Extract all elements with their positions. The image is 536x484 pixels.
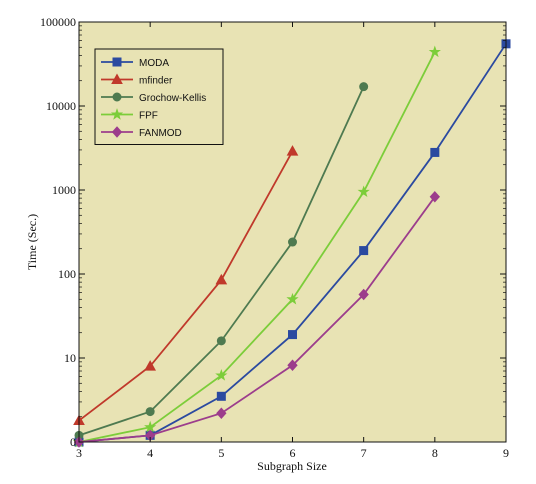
series-fanmod	[73, 191, 441, 448]
legend-entry-fanmod: FANMOD	[101, 126, 182, 139]
series-grochow-kellis	[74, 82, 369, 440]
x-tick-label: 8	[432, 446, 438, 460]
legend-label-mfinder: mfinder	[139, 76, 173, 87]
legend-entry-mfinder: mfinder	[101, 73, 173, 87]
data-point-fpf	[428, 45, 441, 58]
legend-label-grochow-kellis: Grochow-Kellis	[139, 93, 206, 104]
data-point-grochow-kellis	[145, 407, 155, 417]
legend-marker-fpf	[110, 108, 124, 120]
series-fpf	[72, 45, 441, 448]
legend-label-fpf: FPF	[139, 111, 158, 122]
data-point-fpf	[215, 369, 228, 381]
data-point-mfinder	[144, 360, 157, 371]
axes: 3 4 5 6 7 8 9 0 10 100 1000 10000 100000	[40, 15, 509, 460]
series-line-mfinder	[78, 150, 294, 422]
legend-marker-fanmod	[111, 126, 123, 138]
data-point-moda	[216, 391, 226, 401]
x-tick-label: 4	[147, 446, 153, 460]
y-tick-label: 1000	[52, 183, 76, 197]
data-point-grochow-kellis	[359, 82, 369, 92]
y-tick-label: 0	[70, 435, 76, 449]
x-tick-label: 6	[290, 446, 296, 460]
x-tick-label: 3	[76, 446, 82, 460]
data-point-mfinder	[215, 273, 228, 285]
legend-entry-moda: MODA	[101, 57, 169, 69]
y-tick-label: 10000	[46, 99, 76, 113]
data-point-mfinder	[286, 145, 299, 156]
data-point-grochow-kellis	[216, 336, 226, 346]
series-layer	[72, 39, 511, 448]
data-point-moda	[288, 330, 297, 340]
series-line-fpf	[78, 51, 436, 443]
legend-marker-moda	[112, 57, 122, 67]
legend-label-moda: MODA	[139, 58, 169, 69]
data-point-fanmod	[429, 191, 441, 203]
x-tick-label: 7	[361, 446, 367, 460]
data-point-fpf	[357, 185, 370, 198]
y-tick-label: 100000	[40, 15, 76, 29]
data-point-fanmod	[287, 359, 298, 371]
y-axis-label: Time (Sec.)	[25, 214, 39, 270]
x-tick-label: 5	[218, 446, 224, 460]
data-point-fpf	[286, 292, 299, 305]
data-point-fanmod	[216, 407, 227, 419]
legend-marker-grochow-kellis	[112, 92, 122, 102]
series-mfinder	[73, 145, 299, 426]
legend-entry-grochow-kellis: Grochow-Kellis	[101, 92, 206, 104]
data-point-moda	[430, 147, 440, 157]
data-point-fpf	[144, 420, 157, 433]
x-axis-label: Subgraph Size	[257, 459, 327, 473]
legend-entry-fpf: FPF	[101, 108, 158, 122]
data-point-fanmod	[358, 288, 369, 301]
data-point-moda	[359, 246, 369, 256]
y-tick-label: 100	[58, 267, 76, 281]
legend-marker-mfinder	[111, 73, 123, 84]
series-line-fanmod	[78, 196, 436, 443]
legend: MODA mfinder Grochow-Kellis FPF FANMOD	[94, 48, 224, 145]
y-tick-label: 10	[64, 351, 76, 365]
x-tick-label: 9	[503, 446, 509, 460]
data-point-grochow-kellis	[288, 237, 297, 247]
legend-label-fanmod: FANMOD	[139, 128, 182, 139]
